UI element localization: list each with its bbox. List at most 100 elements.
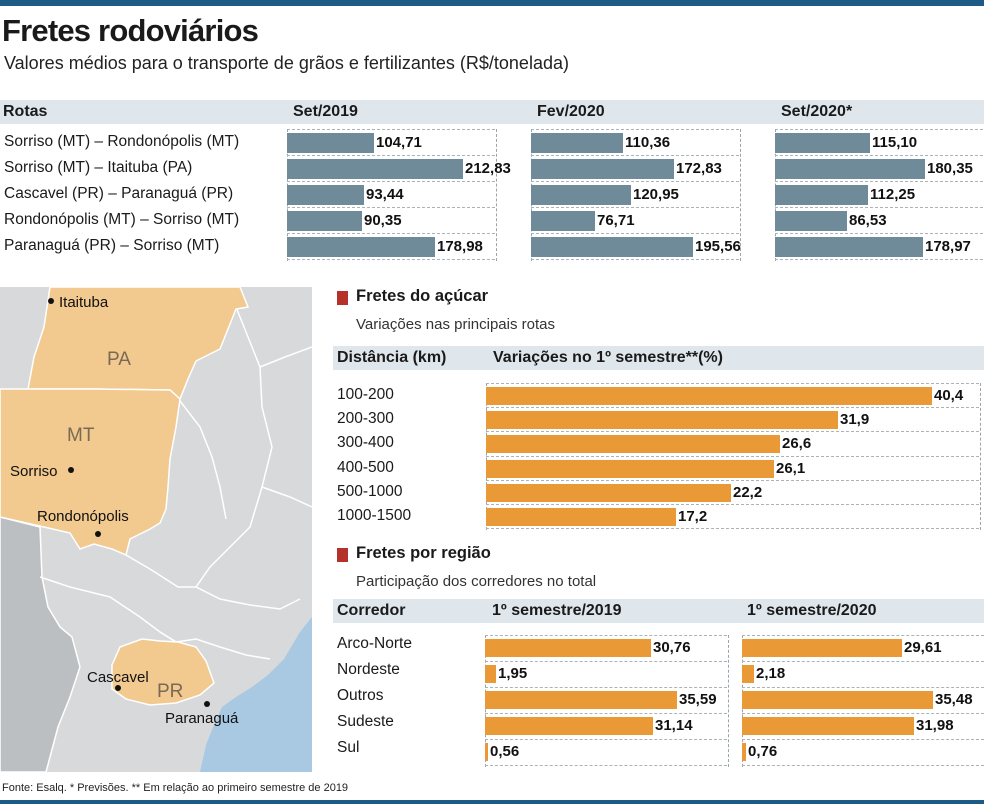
series-header-fev2020: Fev/2020 [537, 103, 605, 120]
bar [531, 211, 595, 231]
bar [485, 665, 496, 683]
state-label-pr: PR [157, 681, 183, 702]
panel-frame [486, 383, 981, 531]
grid-line [775, 181, 983, 182]
data-label: 172,83 [676, 160, 722, 177]
grid-line [485, 661, 727, 662]
row-label: 300-400 [337, 434, 394, 452]
data-label: 22,2 [733, 483, 763, 501]
routes-header-band [0, 100, 984, 124]
data-label: 30,76 [653, 639, 691, 656]
grid-line [287, 129, 495, 130]
region-section-marker [337, 548, 348, 562]
city-label-sorriso: Sorriso [10, 463, 58, 480]
data-label: 1,95 [498, 665, 528, 682]
region-row-header: Corredor [337, 602, 406, 619]
routes-row-header: Rotas [3, 103, 48, 120]
row-label: 400-500 [337, 458, 394, 476]
row-label: Sorriso (MT) – Itaituba (PA) [4, 159, 193, 176]
grid-line [486, 479, 979, 481]
state-borders [39, 306, 312, 660]
grid-line [287, 233, 495, 234]
series-header-2020: 1º semestre/2020 [747, 602, 877, 619]
sugar-series-header: Variações no 1º semestre**(%) [493, 349, 723, 366]
bottom-rule [0, 800, 984, 804]
neighbour-country [0, 516, 81, 772]
source-footnote: Fonte: Esalq. * Previsões. ** Em relação… [2, 782, 349, 794]
bar [531, 237, 693, 257]
sugar-chart-title: Fretes do açúcar [356, 287, 489, 305]
data-label: 35,59 [679, 691, 717, 708]
bar [775, 211, 847, 231]
grid-line [486, 455, 979, 457]
grid-line [287, 259, 495, 260]
grid-line [485, 739, 727, 740]
bar [486, 508, 676, 526]
data-label: 31,9 [840, 411, 870, 429]
region-chart-subtitle: Participação dos corredores no total [356, 573, 597, 590]
grid-line [486, 407, 979, 409]
bar [486, 483, 731, 502]
data-label: 40,4 [934, 387, 964, 404]
bar [742, 743, 746, 761]
bar [287, 133, 374, 153]
grid-line [486, 528, 979, 530]
city-dot-rondonopolis [95, 531, 101, 537]
data-label: 178,98 [437, 238, 483, 255]
row-label: Paranaguá (PR) – Sorriso (MT) [4, 237, 220, 254]
bar [287, 237, 435, 257]
grid-line [287, 181, 495, 182]
data-label: 17,2 [678, 508, 708, 525]
bar [775, 237, 923, 257]
city-label-itaituba: Itaituba [59, 294, 109, 311]
city-label-rondonopolis: Rondonópolis [37, 508, 129, 525]
grid-line [775, 155, 983, 156]
bar [485, 743, 488, 761]
data-label: 29,61 [904, 639, 942, 656]
row-label: 200-300 [337, 410, 394, 428]
row-label: Outros [337, 687, 384, 704]
region-header-band [333, 599, 984, 623]
grid-line [742, 739, 984, 740]
data-label: 90,35 [364, 212, 402, 229]
data-label: 31,14 [655, 717, 693, 734]
grid-line [485, 635, 727, 636]
region-chart-title: Fretes por região [356, 544, 491, 562]
bar [742, 665, 754, 683]
data-label: 26,6 [782, 435, 812, 453]
city-dot-cascavel [115, 685, 121, 691]
bar [775, 185, 868, 205]
bar [531, 133, 623, 153]
data-label: 31,98 [916, 717, 954, 734]
state-label-pa: PA [107, 349, 131, 370]
data-label: 76,71 [597, 212, 635, 229]
data-label: 26,1 [776, 459, 806, 477]
data-label: 120,95 [633, 186, 679, 203]
grid-line [775, 207, 983, 208]
bar [531, 185, 631, 205]
bar [531, 159, 674, 179]
bar [742, 717, 914, 735]
data-label: 93,44 [366, 186, 404, 203]
grid-line [775, 129, 983, 130]
grid-line [742, 661, 984, 662]
bar [486, 387, 932, 405]
ocean [200, 617, 312, 772]
sugar-row-header: Distância (km) [337, 349, 447, 366]
city-label-cascavel: Cascavel [87, 669, 149, 686]
sugar-header-band [333, 346, 984, 370]
bar [287, 185, 364, 205]
grid-line [775, 233, 983, 234]
data-label: 2,18 [756, 665, 786, 682]
data-label: 86,53 [849, 212, 887, 229]
grid-line [485, 687, 727, 688]
data-label: 110,36 [625, 134, 671, 151]
row-label: 500-1000 [337, 482, 403, 500]
bar [486, 411, 838, 430]
grid-line [287, 155, 495, 156]
grid-line [531, 233, 739, 234]
state-pa [27, 287, 250, 401]
grid-line [531, 181, 739, 182]
bar [485, 717, 653, 735]
brazil-map: PA MT PR Itaituba Sorriso Rondonópolis C… [0, 287, 312, 772]
